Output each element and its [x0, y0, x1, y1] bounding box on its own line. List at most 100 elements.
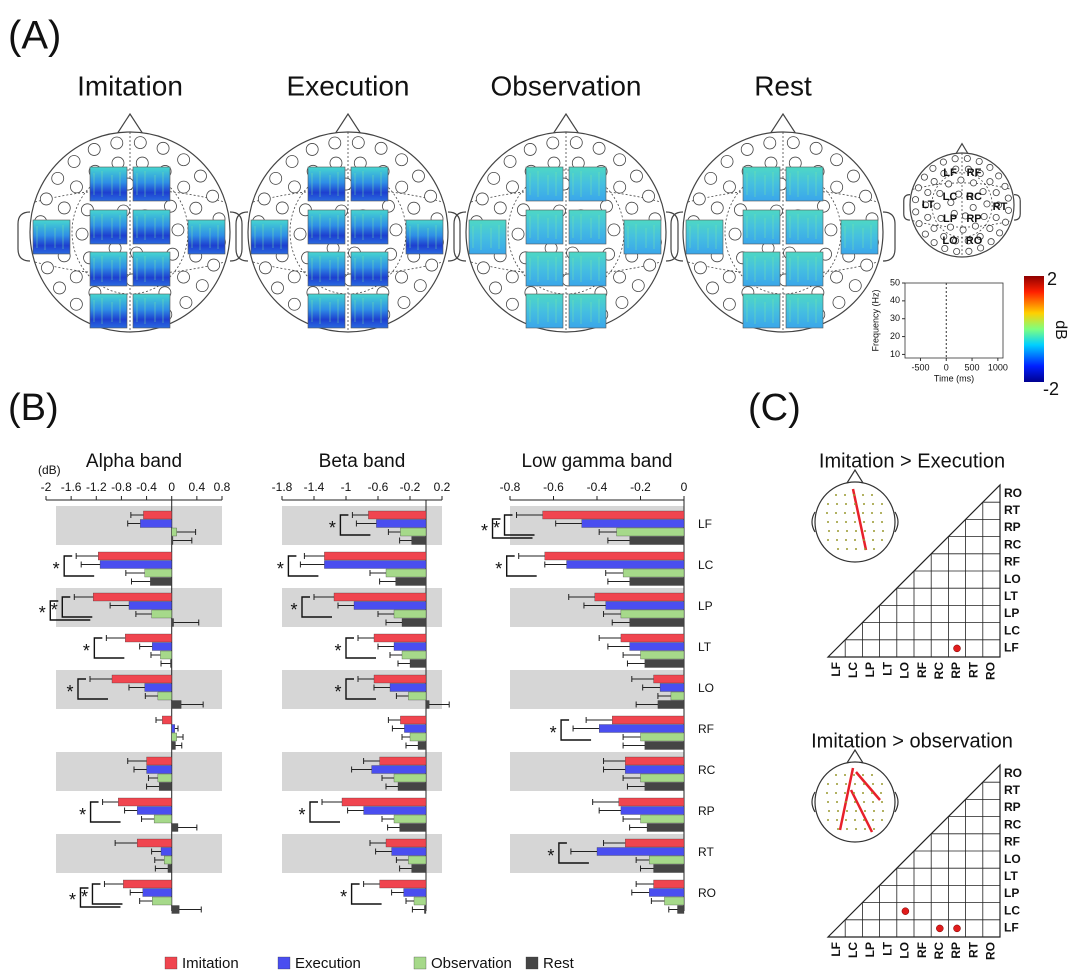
connection-dot	[936, 925, 943, 932]
time-frequency-map	[786, 294, 823, 328]
matrix-y-label: RT	[1004, 783, 1021, 797]
electrode-dot	[844, 512, 846, 514]
electrode-dot	[827, 783, 829, 785]
electrode	[76, 228, 88, 240]
head-ear	[883, 212, 895, 261]
error-bar	[608, 644, 630, 650]
electrode	[506, 271, 518, 283]
bar	[654, 675, 684, 683]
significance-star: *	[277, 559, 284, 579]
matrix-x-label: RC	[932, 662, 946, 680]
electrode	[958, 177, 964, 183]
electrode	[707, 282, 719, 294]
error-bar	[175, 743, 181, 749]
bar	[170, 660, 171, 668]
category-label: LF	[698, 517, 712, 531]
legend-swatch	[414, 957, 426, 969]
matrix-y-label: LC	[1004, 903, 1020, 917]
electrode	[945, 181, 951, 187]
electrode-dot	[862, 774, 864, 776]
bar	[161, 848, 172, 856]
significance-star: *	[481, 521, 488, 541]
electrode	[915, 185, 921, 191]
significance-star: *	[53, 559, 60, 579]
electrode-dot	[872, 521, 874, 523]
bar	[394, 774, 426, 782]
bar	[408, 856, 426, 864]
bar	[172, 906, 180, 914]
electrode-dot	[836, 819, 838, 821]
error-bar	[130, 890, 143, 896]
figure: (A) (B) (C) ImitationExecutionObservatio…	[0, 0, 1077, 974]
significance-star: *	[79, 805, 86, 825]
inset-y-tick-label: 10	[890, 349, 900, 359]
electrode	[178, 181, 190, 193]
error-bar	[322, 799, 342, 805]
electrode	[930, 165, 936, 171]
x-tick-label: 0	[681, 480, 688, 494]
error-bar	[131, 579, 150, 585]
electrode	[352, 137, 364, 149]
electrode-dot	[844, 774, 846, 776]
inset-y-tick-label: 50	[890, 277, 900, 287]
bar	[172, 701, 181, 709]
error-bar	[76, 553, 98, 559]
x-tick-label: -0.4	[136, 480, 157, 494]
category-label: LC	[698, 558, 714, 572]
electrode-dot	[864, 810, 866, 812]
electrode	[831, 154, 843, 166]
electrode-dot	[836, 801, 838, 803]
category-label: LP	[698, 599, 713, 613]
electrode-dot	[836, 783, 838, 785]
electrode	[190, 202, 202, 214]
electrode-dot	[853, 792, 855, 794]
matrix-y-label: RO	[1004, 486, 1022, 500]
region-label: LO	[942, 235, 958, 247]
bar	[160, 651, 171, 659]
electrode	[41, 262, 53, 274]
error-bar	[623, 652, 640, 658]
category-label: RP	[698, 804, 715, 818]
matrix-y-label: LC	[1004, 623, 1020, 637]
bar	[380, 757, 426, 765]
bar	[641, 815, 685, 823]
electrode	[952, 156, 958, 162]
matrix-x-label: RF	[915, 942, 929, 958]
electrode-dot	[863, 801, 865, 803]
bar	[400, 824, 426, 832]
significance-star: *	[329, 518, 336, 538]
electrode-dot	[845, 819, 847, 821]
head	[236, 114, 460, 332]
x-tick-label: -0.8	[111, 480, 132, 494]
x-tick-label: -2	[41, 480, 52, 494]
electrode-dot	[854, 521, 856, 523]
bar	[630, 619, 684, 627]
bar	[645, 783, 684, 791]
electrode	[180, 296, 192, 308]
error-bar	[388, 825, 400, 831]
bar	[364, 807, 426, 815]
time-frequency-map	[569, 167, 606, 201]
bar	[654, 880, 684, 888]
time-frequency-map	[686, 220, 723, 254]
matrix-x-label: LO	[898, 662, 912, 679]
bar	[404, 725, 426, 733]
electrode	[194, 170, 206, 182]
electrode-dot	[853, 512, 855, 514]
electrode	[396, 271, 408, 283]
electrode	[506, 181, 518, 193]
electrode-dot	[855, 810, 857, 812]
connection-dot	[954, 925, 961, 932]
error-bar	[599, 635, 621, 641]
significance-star: *	[334, 682, 341, 702]
electrode	[729, 228, 741, 240]
electrode-dot	[837, 828, 839, 830]
electrode-dot	[864, 548, 866, 550]
significance-star: *	[51, 600, 58, 620]
electrode-dot	[881, 819, 883, 821]
electrode	[425, 190, 437, 202]
bar	[396, 578, 426, 586]
electrode-dot	[844, 494, 846, 496]
electrode	[614, 154, 626, 166]
error-bar	[651, 898, 664, 904]
